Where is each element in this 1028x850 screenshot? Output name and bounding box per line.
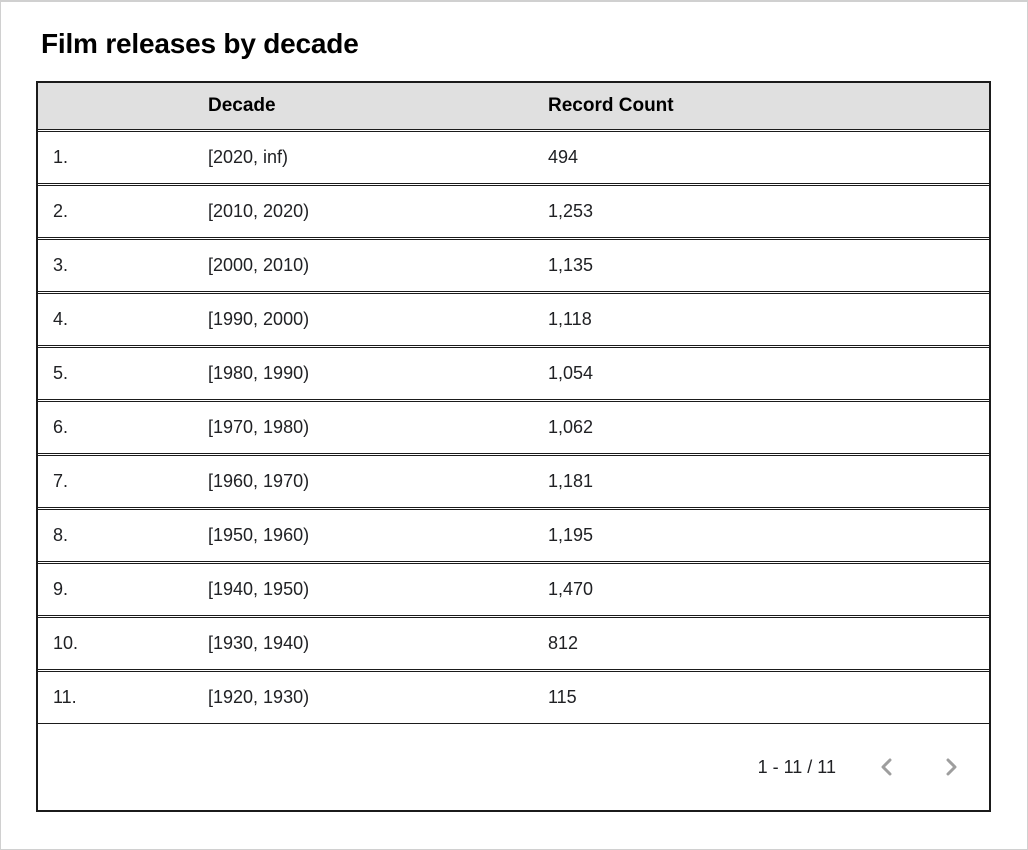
chevron-right-icon — [943, 757, 959, 777]
cell-decade: [1940, 1950) — [208, 579, 310, 599]
cell-decade: [1980, 1990) — [208, 363, 310, 383]
cell-record-count: 1,470 — [548, 579, 594, 599]
cell-record-count: 1,062 — [548, 417, 594, 437]
cell-record-count: 1,253 — [548, 201, 594, 221]
cell-decade: [1970, 1980) — [208, 417, 310, 437]
row-index: 7. — [53, 471, 69, 491]
cell-decade: [1930, 1940) — [208, 633, 310, 653]
film-releases-table: Decade Record Count 1. [2020, inf) 494 2… — [36, 81, 991, 812]
table-row: 1. [2020, inf) 494 — [38, 131, 989, 184]
cell-decade: [1990, 2000) — [208, 309, 310, 329]
cell-record-count: 1,181 — [548, 471, 594, 491]
cell-record-count: 494 — [548, 147, 579, 167]
table-row: 7. [1960, 1970) 1,181 — [38, 455, 989, 508]
table-row: 2. [2010, 2020) 1,253 — [38, 185, 989, 238]
table-row: 10. [1930, 1940) 812 — [38, 617, 989, 670]
cell-record-count: 1,135 — [548, 255, 594, 275]
row-index: 9. — [53, 579, 69, 599]
table-row: 6. [1970, 1980) 1,062 — [38, 401, 989, 454]
table-row: 3. [2000, 2010) 1,135 — [38, 239, 989, 292]
row-index: 4. — [53, 309, 69, 329]
page-title: Film releases by decade — [41, 28, 359, 59]
cell-decade: [1950, 1960) — [208, 525, 310, 545]
cell-decade: [2020, inf) — [208, 147, 289, 167]
chevron-left-icon — [879, 757, 895, 777]
row-index: 3. — [53, 255, 69, 275]
previous-page-button[interactable] — [877, 756, 897, 778]
row-index: 8. — [53, 525, 69, 545]
table-row: 8. [1950, 1960) 1,195 — [38, 509, 989, 562]
header-cell-decade[interactable]: Decade — [208, 95, 276, 116]
pagination-range-label: 1 - 11 / 11 — [757, 756, 836, 777]
cell-decade: [2000, 2010) — [208, 255, 310, 275]
row-index: 11. — [53, 687, 77, 707]
row-index: 1. — [53, 147, 69, 167]
cell-decade: [1920, 1930) — [208, 687, 310, 707]
row-index: 5. — [53, 363, 69, 383]
table-pagination-bar: 1 - 11 / 11 — [38, 724, 989, 810]
row-index: 6. — [53, 417, 69, 437]
cell-record-count: 1,195 — [548, 525, 594, 545]
table-row: 11. [1920, 1930) 115 — [38, 671, 989, 724]
cell-decade: [2010, 2020) — [208, 201, 310, 221]
cell-record-count: 1,054 — [548, 363, 594, 383]
table-row: 4. [1990, 2000) 1,118 — [38, 293, 989, 346]
row-index: 2. — [53, 201, 69, 221]
cell-record-count: 115 — [548, 687, 577, 707]
cell-decade: [1960, 1970) — [208, 471, 310, 491]
table-row: 5. [1980, 1990) 1,054 — [38, 347, 989, 400]
header-cell-record-count[interactable]: Record Count — [548, 95, 674, 116]
next-page-button[interactable] — [941, 756, 961, 778]
table-header-row: Decade Record Count — [38, 83, 989, 130]
cell-record-count: 812 — [548, 633, 579, 653]
cell-record-count: 1,118 — [548, 309, 592, 329]
row-index: 10. — [53, 633, 79, 653]
table-row: 9. [1940, 1950) 1,470 — [38, 563, 989, 616]
